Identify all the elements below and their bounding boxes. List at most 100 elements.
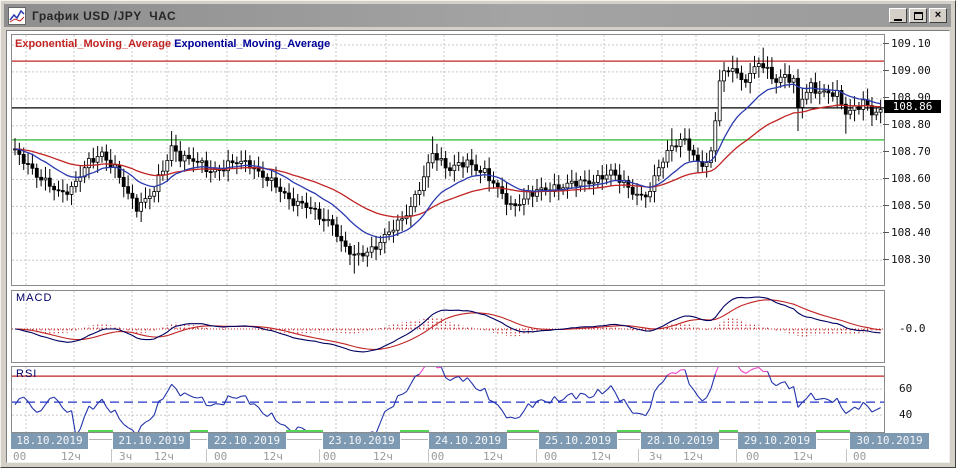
rsi-line-segment xyxy=(140,421,146,427)
rsi-line-segment xyxy=(645,407,651,416)
rsi-line-segment xyxy=(71,410,76,432)
legend-ema-1: Exponential_Moving_Average xyxy=(171,38,331,50)
rsi-line-segment xyxy=(414,373,420,377)
rsi-line-segment xyxy=(66,410,72,413)
price-tick-mark xyxy=(883,258,889,260)
day-start-mark xyxy=(286,430,323,432)
time-label: 12ч xyxy=(263,450,283,463)
title-bar[interactable]: График USD /JPY ЧАС × xyxy=(4,4,951,27)
time-axis-day-tick xyxy=(111,449,112,462)
rsi-line-segment xyxy=(801,397,808,403)
date-label-box: 28.10.2019 xyxy=(641,433,719,449)
rsi-line-segment xyxy=(684,369,690,385)
rsi-tick-label: 60 xyxy=(899,381,913,395)
rsi-line-segment xyxy=(137,425,142,432)
rsi-line-segment xyxy=(589,395,594,399)
macd-value-label: -0.0 xyxy=(899,322,926,335)
rsi-line-segment xyxy=(623,399,629,407)
price-tick-label: 109.10 xyxy=(891,37,931,51)
date-separator-line xyxy=(191,439,207,442)
rsi-line-segment xyxy=(32,407,38,413)
rsi-line-segment xyxy=(784,381,790,390)
rsi-line-segment xyxy=(649,391,655,409)
rsi-line-segment xyxy=(745,369,751,374)
rsi-line-segment xyxy=(105,406,112,413)
date-separator-line xyxy=(287,439,322,442)
rsi-line-segment xyxy=(832,397,838,403)
rsi-line-segment xyxy=(153,401,160,416)
rsi-line-segment xyxy=(493,401,499,406)
time-label: 12ч xyxy=(154,450,174,463)
rsi-line-segment xyxy=(166,384,173,393)
rsi-line-segment xyxy=(123,423,129,429)
rsi-line-segment xyxy=(510,416,516,420)
rsi-line-segment xyxy=(571,392,577,400)
ema-legend: Exponential_Moving_Average Exponential_M… xyxy=(15,38,330,50)
macd-plot[interactable] xyxy=(12,291,884,362)
rsi-line-segment xyxy=(23,396,29,402)
rsi-line-segment xyxy=(501,410,508,419)
time-label: 3ч xyxy=(649,450,663,463)
date-label-box: 29.10.2019 xyxy=(738,433,816,449)
date-label-box: 21.10.2019 xyxy=(113,433,190,449)
rsi-line-segment xyxy=(862,401,868,407)
price-tick-mark xyxy=(883,43,889,45)
rsi-line-segment xyxy=(619,398,625,402)
rsi-line-segment xyxy=(597,388,603,395)
rsi-line-segment xyxy=(275,420,281,425)
rsi-line-segment xyxy=(19,396,24,400)
rsi-line-segment xyxy=(688,383,695,391)
rsi-line-segment xyxy=(132,429,135,432)
ema-line xyxy=(14,83,881,239)
price-tick-label: 108.80 xyxy=(891,118,931,132)
rsi-line-segment xyxy=(227,395,233,399)
rsi-line-segment xyxy=(593,389,599,397)
rsi-line-segment xyxy=(771,381,777,387)
rsi-line-segment xyxy=(627,406,634,414)
rsi-plot[interactable] xyxy=(12,367,884,432)
candles xyxy=(13,47,883,274)
rsi-line-segment xyxy=(149,414,155,421)
rsi-line-segment xyxy=(693,389,699,397)
candlestick-plot[interactable] xyxy=(12,35,884,285)
rsi-line-segment xyxy=(701,397,707,402)
time-axis-day-tick xyxy=(428,449,429,462)
rsi-line-segment xyxy=(854,406,860,410)
rsi-line-segment xyxy=(171,383,177,390)
rsi-line-segment xyxy=(423,367,426,369)
price-tick-label: 108.70 xyxy=(891,145,931,159)
rsi-line-segment xyxy=(101,398,107,408)
minimize-icon xyxy=(894,18,902,21)
date-separator-line xyxy=(508,439,538,442)
date-label-box: 24.10.2019 xyxy=(429,433,507,449)
close-button[interactable]: × xyxy=(929,8,947,23)
rsi-line-segment xyxy=(184,392,190,396)
rsi-line-segment xyxy=(553,396,560,402)
rsi-line-segment xyxy=(462,377,468,382)
rsi-line-segment xyxy=(436,367,442,369)
rsi-line-segment xyxy=(14,398,20,406)
rsi-line-segment xyxy=(253,403,259,408)
rsi-line-segment xyxy=(584,393,590,399)
rsi-line-segment xyxy=(266,412,273,417)
time-label: 00 xyxy=(323,450,337,463)
time-axis-day-tick xyxy=(736,449,737,462)
rsi-line-segment xyxy=(562,394,568,401)
maximize-icon xyxy=(913,11,923,20)
rsi-line-segment xyxy=(876,407,881,411)
rsi-line-segment xyxy=(88,405,94,410)
minimize-button[interactable] xyxy=(889,8,907,23)
time-label: 12ч xyxy=(591,450,611,463)
rsi-line-segment xyxy=(449,377,455,382)
rsi-line-segment xyxy=(601,389,607,395)
window-title: График USD /JPY ЧАС xyxy=(32,8,177,23)
rsi-line-segment xyxy=(249,403,255,405)
rsi-line-segment xyxy=(475,388,481,392)
maximize-button[interactable] xyxy=(909,8,927,23)
price-tick-label: 108.60 xyxy=(891,171,931,185)
main-chart-panel xyxy=(11,34,885,286)
rsi-line-segment xyxy=(241,395,246,397)
rsi-line-segment xyxy=(580,392,585,395)
rsi-line-segment xyxy=(815,398,820,401)
